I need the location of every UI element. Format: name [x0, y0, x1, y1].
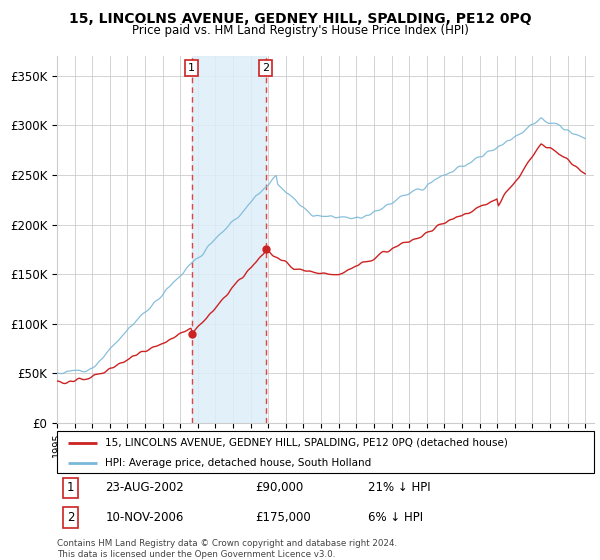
Text: 15, LINCOLNS AVENUE, GEDNEY HILL, SPALDING, PE12 0PQ: 15, LINCOLNS AVENUE, GEDNEY HILL, SPALDI…: [68, 12, 532, 26]
Text: 6% ↓ HPI: 6% ↓ HPI: [368, 511, 424, 524]
Text: 2: 2: [262, 63, 269, 73]
Text: 10-NOV-2006: 10-NOV-2006: [106, 511, 184, 524]
Text: 21% ↓ HPI: 21% ↓ HPI: [368, 481, 431, 494]
Bar: [191, 56, 266, 423]
Text: HPI: Average price, detached house, South Holland: HPI: Average price, detached house, Sout…: [106, 458, 371, 468]
Text: 1: 1: [188, 63, 195, 73]
Text: 2: 2: [67, 511, 74, 524]
Text: 15, LINCOLNS AVENUE, GEDNEY HILL, SPALDING, PE12 0PQ (detached house): 15, LINCOLNS AVENUE, GEDNEY HILL, SPALDI…: [106, 438, 508, 448]
Text: Price paid vs. HM Land Registry's House Price Index (HPI): Price paid vs. HM Land Registry's House …: [131, 24, 469, 36]
Text: Contains HM Land Registry data © Crown copyright and database right 2024.
This d: Contains HM Land Registry data © Crown c…: [57, 539, 397, 559]
Text: £175,000: £175,000: [256, 511, 311, 524]
Text: 1: 1: [67, 481, 74, 494]
Text: 23-AUG-2002: 23-AUG-2002: [106, 481, 184, 494]
Text: £90,000: £90,000: [256, 481, 304, 494]
